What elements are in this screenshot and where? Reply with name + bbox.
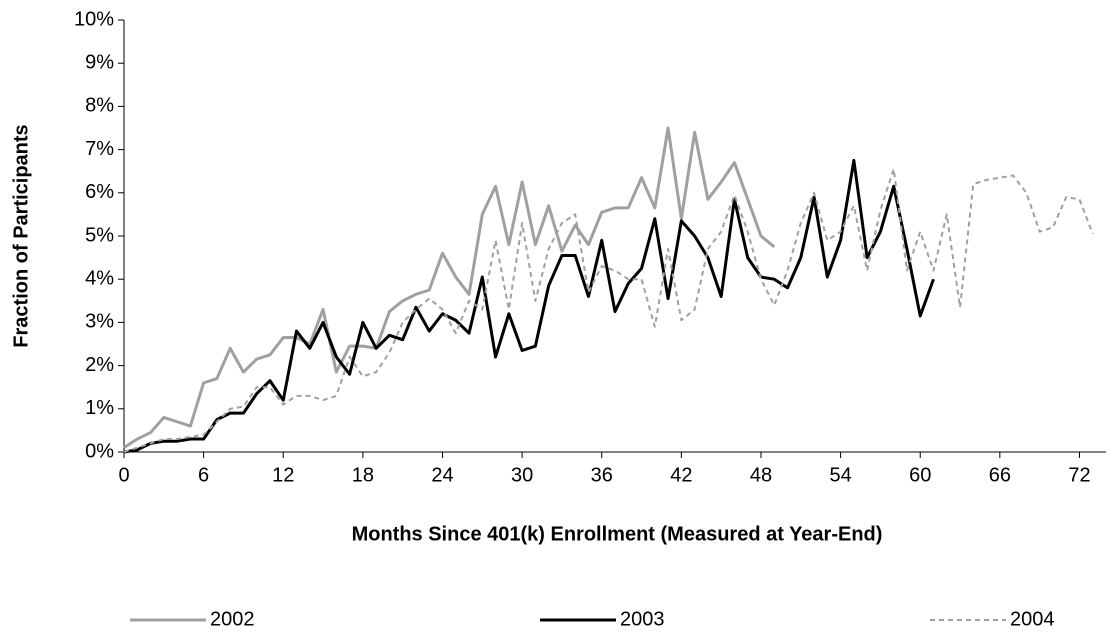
- x-axis-title: Months Since 401(k) Enrollment (Measured…: [352, 523, 883, 545]
- y-axis-title: Fraction of Participants: [10, 124, 32, 347]
- y-tick-label: 9%: [85, 51, 114, 73]
- legend-label: 2003: [620, 608, 665, 630]
- x-tick-label: 54: [829, 464, 851, 486]
- y-tick-label: 7%: [85, 138, 114, 160]
- legend-label: 2004: [1010, 608, 1055, 630]
- x-tick-label: 6: [198, 464, 209, 486]
- x-tick-label: 18: [352, 464, 374, 486]
- y-tick-label: 1%: [85, 397, 114, 419]
- x-tick-label: 0: [118, 464, 129, 486]
- x-tick-label: 24: [431, 464, 453, 486]
- x-tick-label: 12: [272, 464, 294, 486]
- y-tick-label: 8%: [85, 95, 114, 117]
- y-tick-label: 3%: [85, 311, 114, 333]
- series-line: [123, 168, 1094, 453]
- x-tick-label: 72: [1068, 464, 1090, 486]
- x-tick-label: 42: [670, 464, 692, 486]
- legend-label: 2002: [210, 608, 255, 630]
- x-tick-label: 60: [909, 464, 931, 486]
- y-tick-label: 10%: [74, 8, 114, 30]
- x-tick-label: 30: [511, 464, 533, 486]
- series-line: [123, 126, 776, 449]
- x-tick-label: 36: [591, 464, 613, 486]
- x-tick-label: 66: [989, 464, 1011, 486]
- y-tick-label: 5%: [85, 224, 114, 246]
- x-tick-label: 48: [750, 464, 772, 486]
- y-tick-label: 2%: [85, 354, 114, 376]
- y-tick-label: 4%: [85, 267, 114, 289]
- y-tick-label: 6%: [85, 181, 114, 203]
- series-line: [123, 158, 935, 454]
- y-tick-label: 0%: [85, 440, 114, 462]
